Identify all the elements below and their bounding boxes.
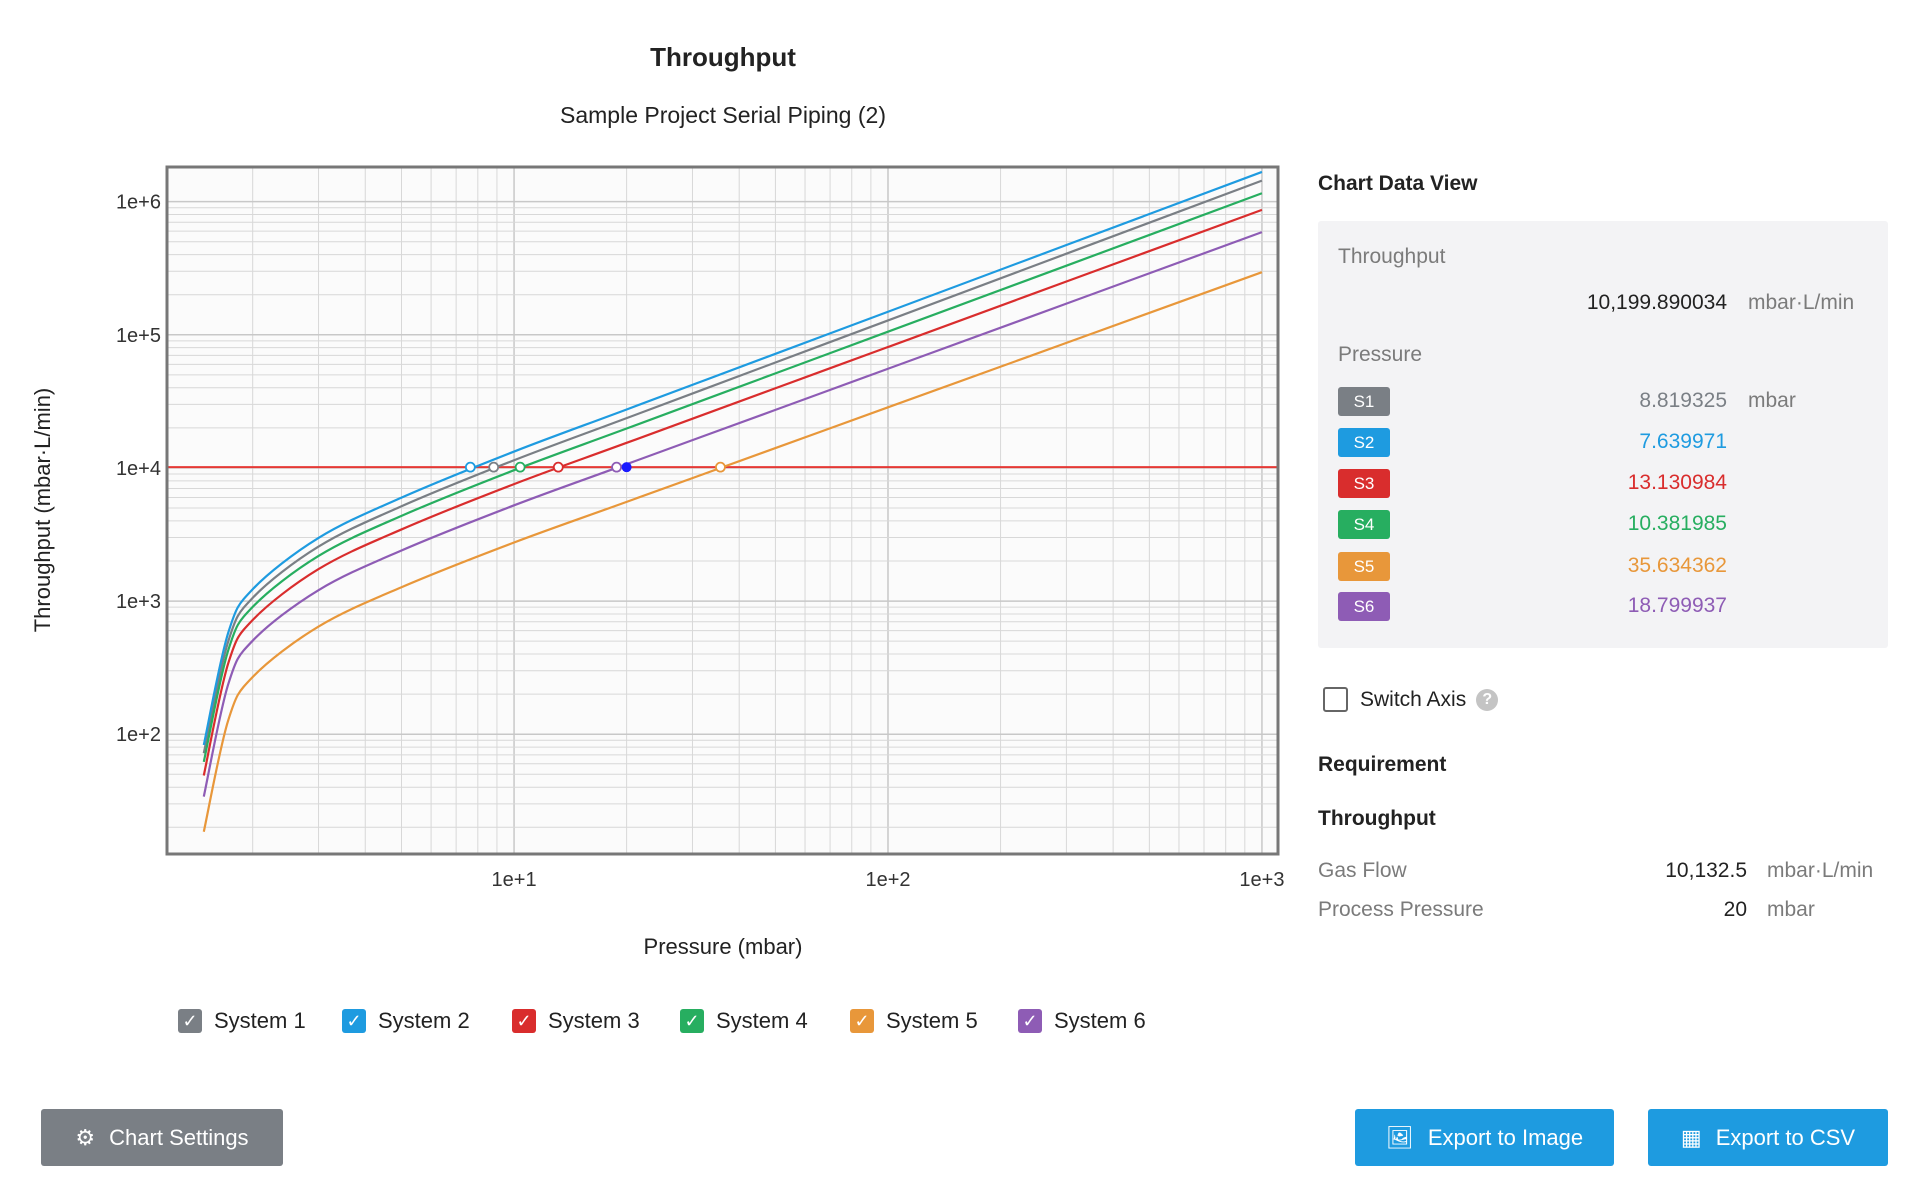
process-pressure-value: 20 — [1723, 898, 1747, 921]
series-line-system-5 — [202, 271, 1263, 833]
legend-label: System 1 — [214, 1008, 306, 1033]
x-tick-label: 1e+2 — [865, 869, 910, 891]
table-icon: ▦ — [1680, 1124, 1702, 1150]
badge-s3: S3 — [1338, 469, 1390, 498]
pressure-value-s1: 8.819325 — [1639, 389, 1727, 412]
badge-s6: S6 — [1338, 592, 1390, 621]
throughput-unit: mbar·L/min — [1748, 291, 1855, 314]
y-tick-label: 1e+6 — [116, 192, 161, 214]
legend-item-system-4[interactable]: ✓ System 4 — [680, 1008, 808, 1034]
legend-label: System 5 — [886, 1008, 978, 1033]
intersection-marker-s5 — [715, 461, 726, 473]
pressure-value-s3: 13.130984 — [1627, 471, 1727, 494]
export-csv-button[interactable]: ▦ Export to CSV — [1648, 1109, 1888, 1166]
y-tick-label: 1e+2 — [116, 724, 161, 746]
y-tick-label: 1e+5 — [116, 325, 161, 347]
x-tick-label: 1e+1 — [492, 869, 537, 891]
checkbox-checked-icon[interactable]: ✓ — [512, 1009, 536, 1033]
throughput-value: 10,199.890034 — [1586, 291, 1727, 314]
series-line-system-2 — [202, 170, 1263, 746]
legend-label: System 2 — [378, 1008, 470, 1033]
requirement-throughput-title: Throughput — [1318, 807, 1436, 830]
y-tick-label: 1e+3 — [116, 591, 161, 613]
badge-s5: S5 — [1338, 552, 1390, 581]
badge-s4: S4 — [1338, 510, 1390, 539]
badge-s2: S2 — [1338, 428, 1390, 457]
checkbox-checked-icon[interactable]: ✓ — [680, 1009, 704, 1033]
pressure-value-s6: 18.799937 — [1627, 594, 1727, 617]
throughput-label: Throughput — [1338, 245, 1446, 268]
legend-item-system-6[interactable]: ✓ System 6 — [1018, 1008, 1146, 1034]
gas-flow-unit: mbar·L/min — [1767, 859, 1874, 882]
operating-point-marker — [621, 462, 632, 473]
export-csv-label: Export to CSV — [1715, 1124, 1856, 1150]
series-line-system-1 — [202, 179, 1263, 754]
pressure-label: Pressure — [1338, 343, 1423, 366]
chart-subtitle: Sample Project Serial Piping (2) — [560, 102, 886, 128]
series-line-system-4 — [202, 192, 1263, 763]
switch-axis-checkbox[interactable] — [1323, 687, 1348, 712]
intersection-marker-s3 — [552, 461, 564, 473]
legend-label: System 3 — [548, 1008, 640, 1033]
image-icon: 🖼︎ — [1385, 1124, 1414, 1150]
pressure-value-s2: 7.639971 — [1639, 430, 1727, 453]
export-image-button[interactable]: 🖼︎ Export to Image — [1355, 1109, 1614, 1166]
x-tick-label: 1e+3 — [1239, 869, 1284, 891]
chart-title: Throughput — [650, 42, 796, 72]
switch-axis-control[interactable]: Switch Axis ? — [1323, 687, 1499, 712]
tick-labels: 1e+1 1e+2 1e+3 1e+2 1e+3 1e+4 1e+5 1e+6 — [116, 192, 1285, 891]
badge-s1: S1 — [1338, 387, 1390, 416]
pressure-value-s4: 10.381985 — [1627, 512, 1727, 535]
legend-label: System 6 — [1054, 1008, 1146, 1033]
intersection-marker-s2 — [464, 461, 476, 473]
gear-icon: ⚙ — [75, 1124, 96, 1150]
legend-item-system-5[interactable]: ✓ System 5 — [850, 1008, 978, 1034]
intersection-marker-s1 — [488, 461, 500, 473]
legend-label: System 4 — [716, 1008, 808, 1033]
intersection-marker-s4 — [514, 461, 526, 473]
process-pressure-unit: mbar — [1767, 898, 1815, 921]
gas-flow-label: Gas Flow — [1318, 859, 1407, 882]
requirement-title: Requirement — [1318, 753, 1447, 776]
grid — [167, 167, 1278, 854]
chart-settings-button[interactable]: ⚙ Chart Settings — [41, 1109, 283, 1166]
checkbox-checked-icon[interactable]: ✓ — [342, 1009, 366, 1033]
chart-data-view-title: Chart Data View — [1318, 172, 1478, 195]
process-pressure-label: Process Pressure — [1318, 898, 1484, 921]
checkbox-checked-icon[interactable]: ✓ — [850, 1009, 874, 1033]
series-lines — [167, 170, 1278, 833]
legend-item-system-1[interactable]: ✓ System 1 — [178, 1008, 306, 1034]
checkbox-checked-icon[interactable]: ✓ — [1018, 1009, 1042, 1033]
chart-settings-label: Chart Settings — [109, 1124, 249, 1150]
export-image-label: Export to Image — [1427, 1124, 1584, 1150]
throughput-chart: 1e+1 1e+2 1e+3 1e+2 1e+3 1e+4 1e+5 1e+6 — [116, 165, 1285, 891]
legend-item-system-3[interactable]: ✓ System 3 — [512, 1008, 640, 1034]
switch-axis-label: Switch Axis — [1360, 687, 1467, 711]
plot-border — [165, 165, 1280, 856]
plot-area — [167, 167, 1278, 854]
pressure-value-s5: 35.634362 — [1627, 554, 1727, 577]
chart-data-view-box: Throughput 10,199.890034 mbar·L/min Pres… — [1318, 221, 1888, 648]
legend-item-system-2[interactable]: ✓ System 2 — [342, 1008, 470, 1034]
y-tick-label: 1e+4 — [116, 458, 161, 480]
series-line-system-6 — [202, 231, 1263, 797]
checkbox-checked-icon[interactable]: ✓ — [178, 1009, 202, 1033]
gas-flow-value: 10,132.5 — [1665, 859, 1747, 882]
intersection-marker-s6 — [611, 461, 622, 473]
pressure-unit: mbar — [1748, 389, 1796, 412]
x-axis-label: Pressure (mbar) — [643, 934, 803, 959]
help-icon[interactable]: ? — [1476, 688, 1499, 711]
series-line-system-3 — [202, 208, 1263, 776]
